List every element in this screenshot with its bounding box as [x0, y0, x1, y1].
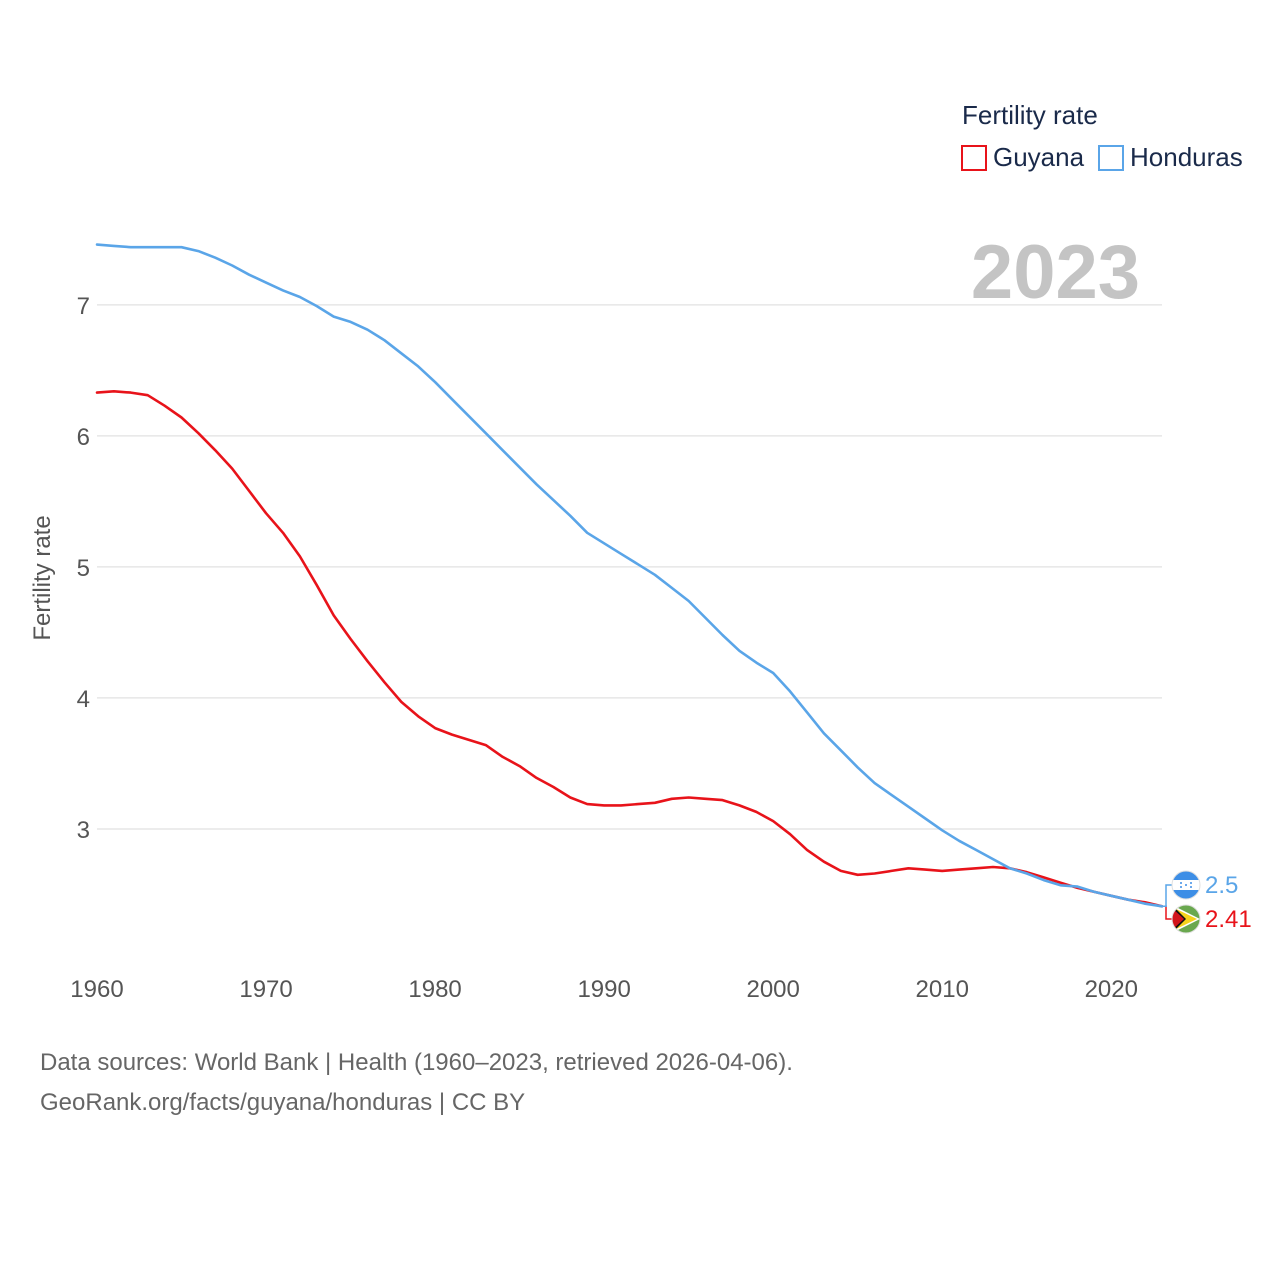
end-value-label-guyana: 2.41: [1205, 906, 1252, 933]
legend-label-honduras: Honduras: [1130, 142, 1243, 172]
y-tick-label-4: 4: [77, 686, 90, 713]
y-axis-ticks: 3 4 5 6 7: [77, 293, 90, 844]
x-tick-label-1970: 1970: [239, 976, 292, 1003]
series-lines: [95, 243, 1164, 908]
data-source-line: Data sources: World Bank | Health (1960–…: [40, 1049, 793, 1076]
year-watermark: 2023: [971, 230, 1140, 315]
x-tick-label-1980: 1980: [408, 976, 461, 1003]
end-connector-guyana: [1162, 905, 1172, 920]
guyana-flag-icon: [1171, 904, 1201, 934]
x-tick-label-2000: 2000: [746, 976, 799, 1003]
y-tick-label-7: 7: [77, 293, 90, 320]
legend-swatch-honduras: [1098, 145, 1124, 171]
series-line-honduras[interactable]: [95, 243, 1164, 908]
legend: Fertility rate Guyana Honduras: [961, 100, 1243, 172]
credit-line[interactable]: GeoRank.org/facts/guyana/honduras | CC B…: [40, 1089, 526, 1116]
legend-item-guyana[interactable]: Guyana: [961, 142, 1085, 172]
x-axis-ticks: 1960 1970 1980 1990 2000 2010 2020: [70, 976, 1138, 1003]
gridlines: [97, 304, 1162, 830]
x-tick-label-2020: 2020: [1085, 976, 1138, 1003]
legend-swatch-guyana: [961, 145, 987, 171]
y-tick-label-3: 3: [77, 817, 90, 844]
series-line-guyana[interactable]: [95, 389, 1164, 908]
legend-label-guyana: Guyana: [993, 142, 1085, 172]
y-tick-label-5: 5: [77, 555, 90, 582]
series-end-markers: 2.41 2.5: [1162, 870, 1252, 934]
source-note: Data sources: World Bank | Health (1960–…: [40, 1043, 793, 1123]
end-value-label-honduras: 2.5: [1205, 872, 1238, 899]
end-connector-honduras: [1162, 884, 1172, 908]
y-tick-label-6: 6: [77, 424, 90, 451]
x-tick-label-1960: 1960: [70, 976, 123, 1003]
honduras-flag-icon: [1171, 870, 1201, 900]
legend-title: Fertility rate: [962, 100, 1098, 130]
x-tick-label-1990: 1990: [577, 976, 630, 1003]
y-axis-title: Fertility rate: [29, 515, 56, 640]
x-tick-label-2010: 2010: [916, 976, 969, 1003]
fertility-rate-chart: 3 4 5 6 7 1960 1970 1980 1990 2000 2010 2020 Ferti…: [29, 100, 1252, 1003]
legend-item-honduras[interactable]: Honduras: [1098, 142, 1243, 172]
